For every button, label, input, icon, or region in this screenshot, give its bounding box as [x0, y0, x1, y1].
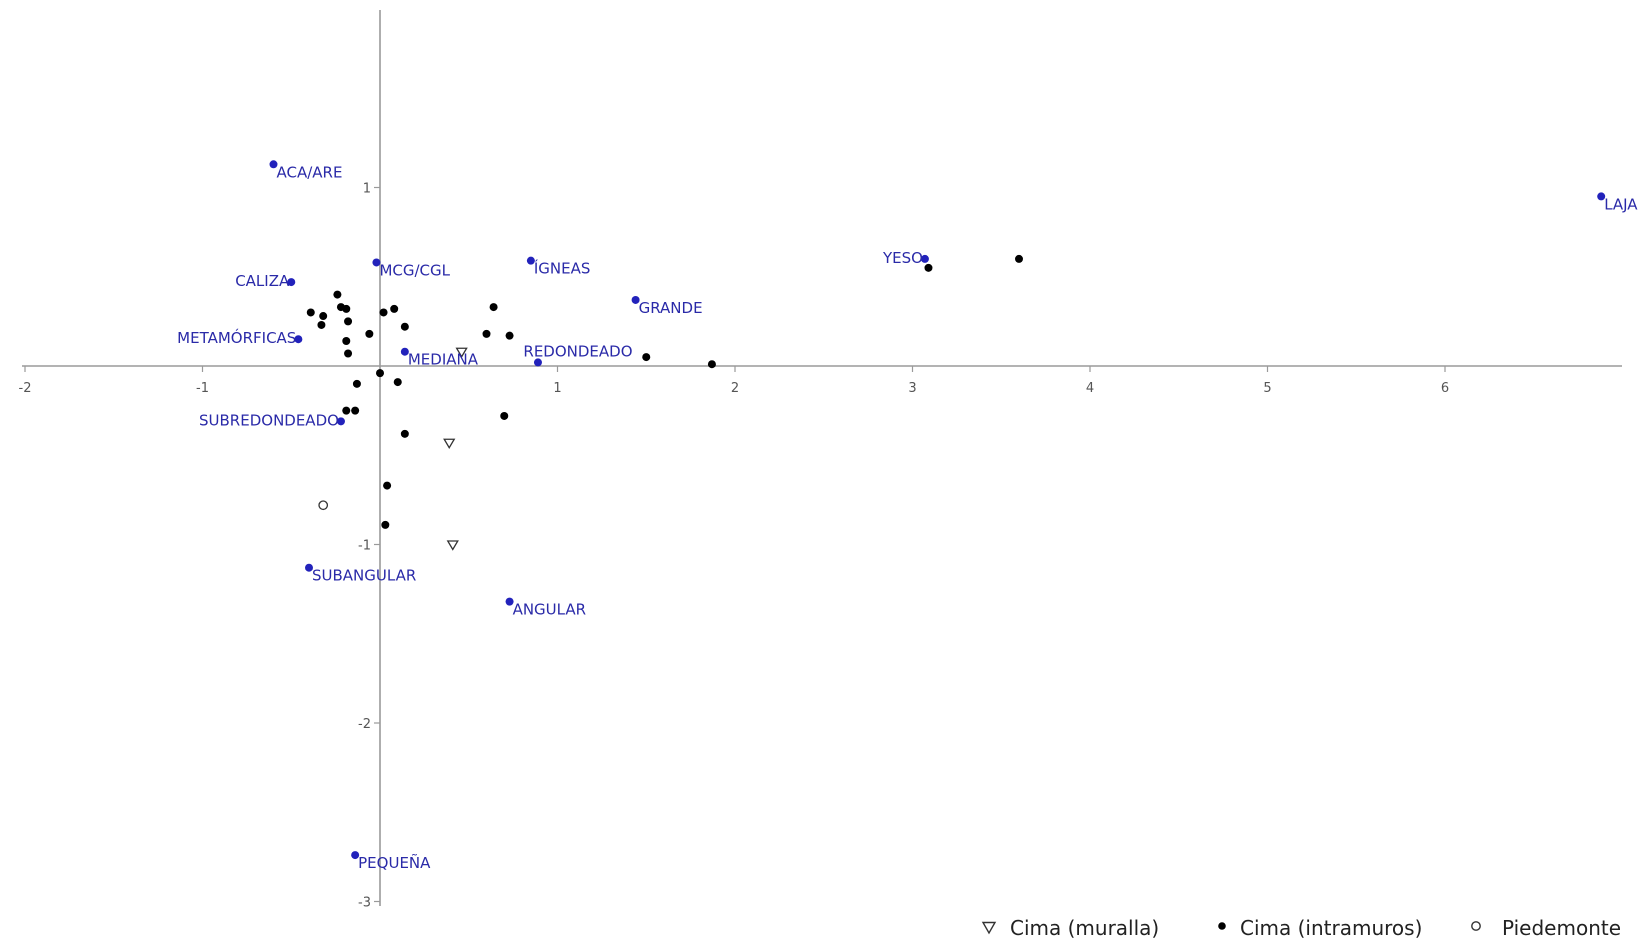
legend-label-cima-intramuros: Cima (intramuros): [1240, 916, 1422, 940]
axes: [22, 10, 1622, 906]
y-tick-label: -2: [358, 717, 371, 732]
variable-label-caliza: CALIZA: [235, 272, 290, 290]
legend: Cima (muralla) Cima (intramuros) Piedemo…: [981, 916, 1621, 940]
variable-points: ACA/ARE LAJA YESO MCG/CGL ÍGNEAS CALIZA GRANDE…: [177, 160, 1638, 872]
variable-label-grande: GRANDE: [639, 299, 703, 317]
x-axis-ticks: -2 -1 1 2 3 4 5 6: [19, 366, 1449, 396]
point-cima-intramuros: [306, 308, 315, 317]
x-tick-label: -1: [196, 381, 209, 396]
variable-point-yeso: [920, 254, 929, 263]
point-cima-intramuros: [342, 304, 351, 313]
variable-point-mcg-cgl: [372, 258, 381, 267]
point-cima-intramuros: [333, 290, 342, 299]
x-tick-label: 2: [731, 381, 739, 396]
y-axis-ticks: 1 -1 -2 -3: [358, 182, 380, 911]
x-tick-label: 6: [1441, 381, 1449, 396]
x-tick-label: 4: [1086, 381, 1094, 396]
point-cima-intramuros: [707, 360, 716, 369]
x-tick-label: 3: [908, 381, 916, 396]
point-cima-intramuros: [400, 322, 409, 331]
variable-label-subangular: SUBANGULAR: [312, 567, 416, 585]
variable-label-igneas: ÍGNEAS: [534, 259, 591, 278]
variable-label-metamorficas: METAMÓRFICAS: [177, 328, 296, 347]
variable-point-subredondeado: [336, 417, 345, 426]
point-cima-intramuros: [393, 378, 402, 387]
legend-marker-cima-intramuros: [1218, 922, 1226, 930]
point-cima-intramuros: [381, 520, 390, 529]
variable-label-pequena: PEQUEÑA: [358, 853, 431, 872]
y-tick-label: -1: [358, 539, 371, 554]
y-tick-label: 1: [363, 182, 371, 197]
point-cima-muralla: [443, 438, 456, 450]
variable-label-redondeado: REDONDEADO: [523, 342, 632, 360]
point-cima-intramuros: [319, 312, 328, 321]
legend-marker-piedemonte: [1471, 921, 1481, 931]
point-cima-intramuros: [317, 320, 326, 329]
point-cima-intramuros: [383, 481, 392, 490]
variable-point-pequena: [351, 851, 360, 860]
point-piedemonte: [318, 500, 329, 511]
variable-label-angular: ANGULAR: [513, 601, 586, 619]
variable-point-subangular: [305, 563, 313, 572]
variable-point-mediana: [400, 347, 409, 356]
point-cima-intramuros: [352, 379, 361, 388]
x-tick-label: 1: [553, 381, 561, 396]
variable-label-aca-are: ACA/ARE: [277, 163, 343, 181]
variable-point-aca-are: [269, 160, 278, 169]
point-cima-muralla: [455, 347, 468, 359]
variable-point-redondeado: [533, 358, 542, 367]
point-cima-muralla: [446, 540, 459, 551]
point-cima-intramuros: [390, 304, 399, 313]
point-cima-intramuros: [642, 353, 651, 362]
legend-label-cima-muralla: Cima (muralla): [1010, 916, 1159, 940]
point-cima-intramuros: [500, 411, 509, 420]
variable-label-mcg-cgl: MCG/CGL: [379, 261, 450, 279]
point-cima-intramuros: [344, 317, 353, 326]
legend-label-piedemonte: Piedemonte: [1502, 916, 1621, 940]
y-tick-label: -3: [358, 896, 371, 911]
point-cima-intramuros: [342, 406, 351, 415]
point-cima-intramuros: [489, 303, 498, 312]
point-cima-intramuros: [342, 337, 351, 346]
x-tick-label: 5: [1263, 381, 1271, 396]
variable-point-laja: [1597, 192, 1606, 201]
variable-point-caliza: [287, 278, 296, 287]
variable-point-grande: [631, 295, 640, 304]
legend-marker-cima-muralla: [981, 921, 997, 935]
variable-label-mediana: MEDIANA: [408, 351, 479, 369]
observation-points: [306, 254, 1023, 551]
variable-point-igneas: [526, 256, 535, 265]
variable-label-laja: LAJA: [1604, 195, 1638, 213]
variable-point-metamorficas: [294, 335, 303, 344]
point-cima-intramuros: [1015, 254, 1023, 263]
point-cima-intramuros: [400, 429, 409, 438]
point-cima-intramuros: [482, 329, 491, 338]
point-cima-intramuros: [351, 406, 360, 415]
variable-label-yeso: YESO: [882, 249, 923, 267]
variable-label-subredondeado: SUBREDONDEADO: [199, 411, 339, 429]
point-cima-intramuros: [924, 263, 933, 272]
point-cima-intramuros: [365, 329, 374, 338]
point-cima-intramuros: [344, 349, 353, 358]
point-cima-intramuros: [505, 331, 514, 340]
point-cima-intramuros: [379, 308, 388, 317]
variable-point-angular: [505, 597, 514, 606]
point-cima-intramuros: [376, 369, 384, 378]
x-tick-label: -2: [19, 381, 32, 396]
